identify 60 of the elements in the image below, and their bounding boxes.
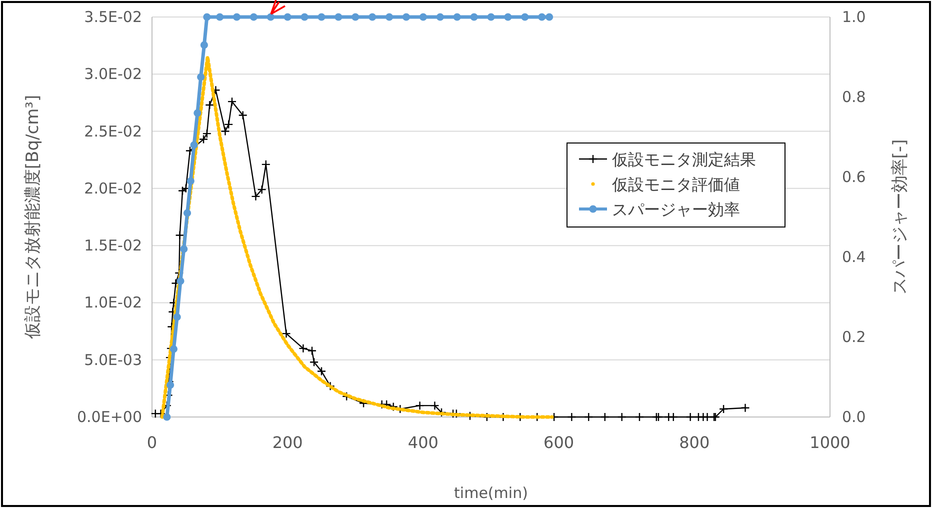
point	[197, 73, 205, 81]
point	[183, 209, 192, 217]
y2-tick-label: 0.8	[842, 88, 866, 106]
y-tick-label: 0.0E+00	[77, 408, 142, 426]
point	[284, 13, 292, 21]
y2-axis-title: スパージャー効率[-]	[890, 139, 910, 295]
x-tick-label: 200	[272, 433, 303, 452]
point	[250, 13, 258, 21]
point	[453, 13, 461, 21]
point	[166, 381, 174, 389]
x-tick-label: 600	[544, 433, 574, 452]
y-tick-label: 2.0E-02	[84, 179, 142, 198]
point	[216, 13, 224, 21]
point	[487, 13, 495, 21]
point	[504, 13, 512, 21]
y-tick-label: 3.0E-02	[84, 65, 142, 84]
point	[176, 277, 184, 285]
point	[300, 13, 308, 21]
y2-tick-label: 0.2	[842, 328, 866, 346]
point	[419, 13, 427, 21]
point	[186, 177, 194, 185]
legend-label: 仮設モニタ評価値	[611, 175, 740, 194]
point	[200, 41, 208, 49]
point	[163, 413, 171, 421]
point	[194, 109, 202, 117]
y2-tick-label: 0.4	[842, 248, 866, 266]
y-tick-label: 3.5E-02	[84, 8, 142, 26]
y-tick-label: 1.0E-02	[84, 294, 142, 312]
y2-tick-label: 0.0	[842, 408, 866, 426]
point	[266, 13, 274, 21]
point	[402, 13, 410, 21]
x-axis-title: time(min)	[454, 484, 528, 502]
point	[368, 13, 376, 21]
legend-label: スパージャー効率	[612, 200, 740, 219]
y-tick-label: 2.5E-02	[84, 122, 142, 140]
point	[436, 13, 444, 21]
x-tick-label: 1000	[810, 433, 850, 452]
point	[203, 13, 211, 21]
point	[318, 13, 326, 21]
point	[546, 13, 554, 21]
y-tick-label: 5.0E-03	[84, 350, 142, 369]
point	[334, 13, 342, 21]
y-axis-title: 仮設モニタ放射能濃度[Bq/cm³]	[23, 94, 43, 340]
x-tick-label: 0	[146, 433, 158, 452]
x-tick-label: 400	[408, 433, 438, 452]
point	[538, 13, 546, 21]
point	[521, 13, 529, 21]
point	[232, 13, 241, 21]
point	[173, 313, 181, 321]
x-tick-label: 800	[679, 433, 710, 452]
y2-tick-label: 1.0	[842, 8, 866, 26]
y-tick-label: 1.5E-02	[84, 236, 142, 255]
point	[190, 141, 198, 149]
point	[170, 345, 178, 353]
point	[352, 13, 360, 21]
y2-tick-label: 0.6	[842, 168, 866, 186]
point	[470, 13, 478, 21]
point	[386, 13, 394, 21]
legend-label: 仮設モニタ測定結果	[611, 150, 756, 169]
point	[180, 245, 188, 253]
